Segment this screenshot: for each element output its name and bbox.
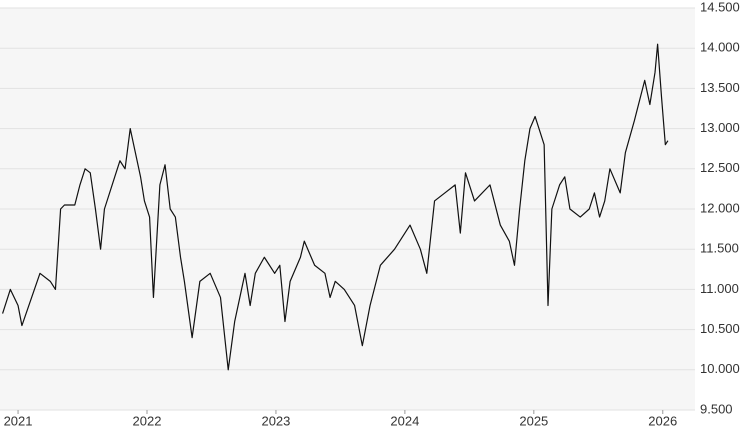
y-tick-label: 11.000	[700, 281, 739, 296]
y-tick-label: 13.500	[700, 80, 740, 95]
x-tick-label: 2021	[4, 413, 33, 428]
y-tick-label: 13.000	[700, 120, 740, 135]
x-tick-label: 2022	[133, 413, 162, 428]
y-tick-label: 12.000	[700, 200, 740, 215]
y-tick-label: 14.500	[700, 0, 740, 14]
y-tick-label: 14.000	[700, 40, 740, 55]
x-tick-label: 2024	[390, 413, 419, 428]
price-line	[2, 43, 669, 371]
y-tick-label: 10.000	[700, 361, 740, 376]
y-tick-label: 12.500	[700, 160, 740, 175]
x-tick-label: 2025	[519, 413, 548, 428]
y-tick-label: 9.500	[700, 401, 733, 416]
x-tick-label: 2023	[261, 413, 290, 428]
x-tick-label: 2026	[648, 413, 677, 428]
y-tick-label: 10.500	[700, 321, 740, 336]
y-tick-label: 11.500	[700, 241, 739, 256]
